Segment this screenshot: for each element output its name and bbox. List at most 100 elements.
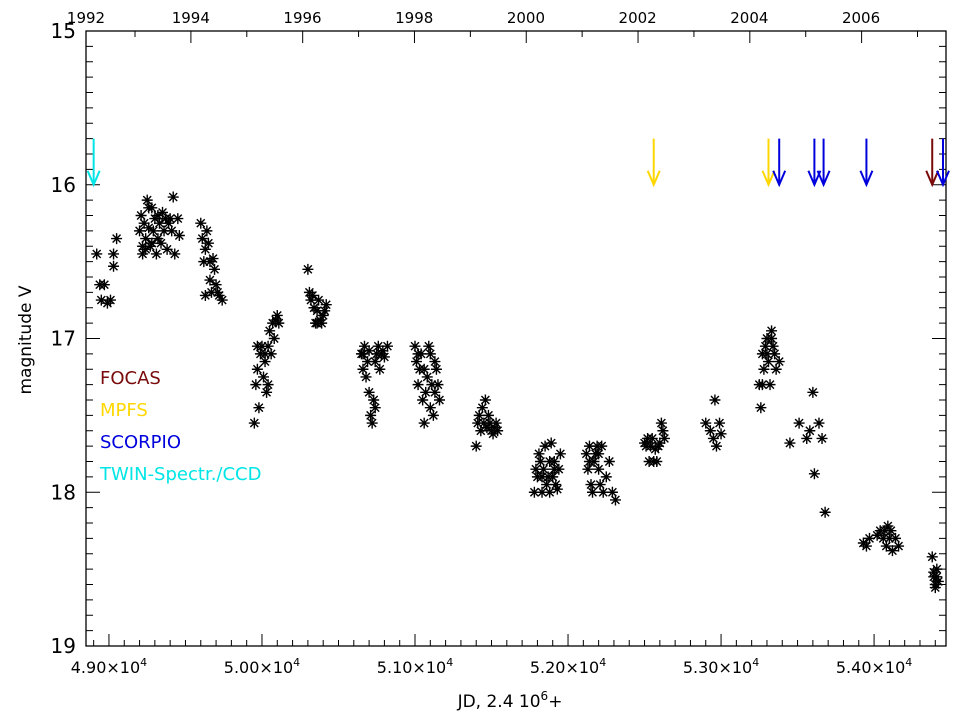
top-year-labels: 1992 1994 1996 1998 2000 2002 2004 2006 bbox=[67, 9, 880, 27]
data-point bbox=[551, 483, 563, 495]
x-axis-label-main: JD, 2.4 10 bbox=[457, 692, 541, 712]
data-point bbox=[784, 437, 796, 449]
data-point bbox=[479, 394, 491, 406]
data-point bbox=[879, 525, 891, 537]
data-point bbox=[161, 243, 173, 255]
observation-arrow bbox=[925, 138, 940, 188]
data-point bbox=[250, 379, 262, 391]
data-point bbox=[877, 532, 889, 544]
data-point bbox=[166, 225, 178, 237]
data-point bbox=[163, 217, 175, 229]
x-tick-label: 5.40×104 bbox=[836, 656, 912, 677]
data-point bbox=[196, 233, 208, 245]
legend: FOCAS MPFS SCORPIO TWIN-Spectr./CCD bbox=[99, 368, 261, 485]
data-point bbox=[528, 486, 540, 498]
data-point bbox=[481, 422, 493, 434]
data-point bbox=[363, 386, 375, 398]
data-point bbox=[759, 340, 771, 352]
data-point bbox=[138, 217, 150, 229]
data-point bbox=[658, 432, 670, 444]
data-point bbox=[363, 345, 375, 357]
data-point bbox=[478, 417, 490, 429]
data-point bbox=[766, 333, 778, 344]
top-year-label: 1992 bbox=[67, 9, 105, 27]
data-point bbox=[715, 428, 727, 440]
data-point bbox=[808, 468, 820, 480]
data-point bbox=[544, 486, 556, 498]
data-point bbox=[368, 394, 380, 406]
data-point bbox=[583, 456, 595, 467]
data-point bbox=[357, 363, 369, 375]
legend-entry: SCORPIO bbox=[100, 432, 181, 453]
data-point bbox=[871, 529, 883, 541]
data-point bbox=[258, 371, 270, 383]
data-point bbox=[150, 248, 162, 260]
data-point bbox=[882, 520, 894, 532]
data-point bbox=[173, 229, 185, 241]
data-point bbox=[766, 325, 778, 337]
data-point bbox=[801, 432, 813, 444]
data-point bbox=[152, 210, 164, 221]
data-point bbox=[639, 437, 651, 449]
y-tick-label: 19 bbox=[51, 634, 76, 658]
y-tick-label: 18 bbox=[51, 480, 76, 504]
data-point bbox=[420, 386, 432, 398]
top-year-label: 1998 bbox=[395, 9, 433, 27]
data-point bbox=[470, 440, 482, 452]
data-point bbox=[111, 233, 123, 245]
data-point bbox=[141, 194, 153, 206]
data-point bbox=[880, 540, 892, 552]
data-point bbox=[594, 479, 606, 491]
data-point bbox=[259, 348, 271, 360]
data-point bbox=[426, 379, 438, 391]
data-point bbox=[534, 456, 546, 467]
data-point bbox=[580, 448, 592, 460]
data-point bbox=[793, 417, 805, 429]
data-point bbox=[819, 506, 831, 518]
data-point bbox=[807, 386, 819, 398]
data-point bbox=[583, 440, 595, 452]
data-point bbox=[378, 351, 390, 363]
x-axis-label: JD, 2.4 106+ bbox=[457, 689, 563, 712]
data-point bbox=[890, 532, 902, 544]
data-point bbox=[482, 409, 494, 421]
data-point bbox=[603, 456, 615, 467]
data-point bbox=[268, 333, 280, 344]
data-point bbox=[651, 456, 663, 467]
data-point bbox=[860, 540, 872, 552]
data-point bbox=[412, 379, 424, 391]
data-point bbox=[261, 386, 273, 398]
data-points bbox=[91, 191, 944, 594]
observation-arrow bbox=[86, 138, 101, 188]
data-point bbox=[273, 317, 285, 329]
data-point bbox=[926, 551, 938, 563]
legend-entry: MPFS bbox=[100, 400, 148, 421]
data-point bbox=[369, 356, 381, 368]
data-point bbox=[143, 202, 155, 214]
x-tick-label: 5.00×104 bbox=[224, 656, 300, 677]
observation-arrows bbox=[86, 138, 950, 188]
data-point bbox=[609, 494, 621, 506]
top-year-label: 2004 bbox=[730, 9, 768, 27]
data-point bbox=[262, 379, 274, 391]
data-point bbox=[472, 417, 484, 429]
data-point bbox=[101, 297, 113, 309]
data-point bbox=[429, 386, 441, 398]
data-point bbox=[709, 394, 721, 406]
top-year-label: 2002 bbox=[619, 9, 657, 27]
data-point bbox=[311, 317, 323, 329]
data-point bbox=[140, 233, 152, 245]
data-point bbox=[377, 345, 389, 357]
data-point bbox=[365, 409, 377, 421]
data-point bbox=[530, 463, 542, 475]
data-point bbox=[533, 448, 545, 460]
data-point bbox=[259, 356, 271, 368]
data-point bbox=[932, 575, 944, 587]
y-tick-label: 15 bbox=[51, 19, 76, 43]
data-point bbox=[582, 463, 594, 475]
data-point bbox=[157, 206, 169, 218]
data-point bbox=[359, 340, 371, 352]
data-point bbox=[536, 486, 548, 498]
axis-ticks bbox=[86, 30, 946, 647]
